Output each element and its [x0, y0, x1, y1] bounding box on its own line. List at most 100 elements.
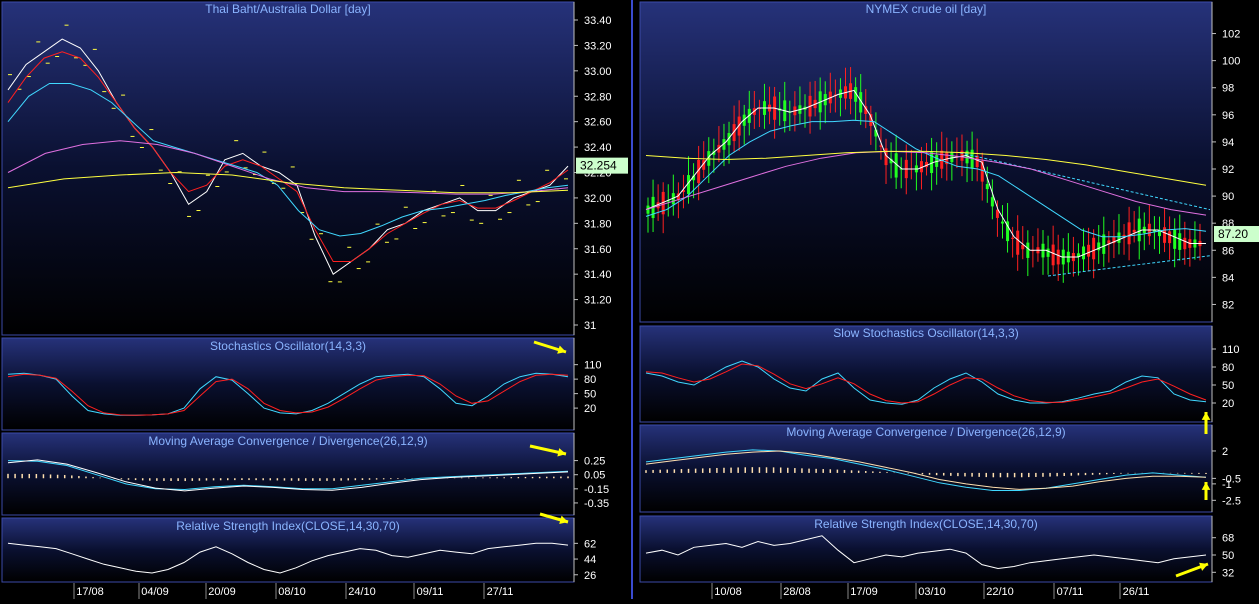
right-price-last-price-tag — [1214, 226, 1259, 243]
right-price-y-tick-label: 92 — [1222, 164, 1234, 176]
candle-body — [1092, 237, 1096, 260]
candle-body — [980, 161, 984, 182]
left-price-y-tick-label: 33.00 — [584, 66, 612, 78]
right-stochastics-title: Slow Stochastics Oscillator(14,3,3) — [833, 326, 1018, 340]
candle-body — [1132, 229, 1136, 233]
left-price-y-tick-label: 33.40 — [584, 15, 612, 27]
left-stochastics-series-line — [7, 373, 569, 416]
candle-body — [727, 133, 731, 146]
candle-body — [1152, 229, 1156, 232]
right-price-title: NYMEX crude oil [day] — [866, 2, 987, 16]
candle-body — [676, 193, 680, 200]
left-price-series-line — [7, 83, 569, 237]
candle-body — [1051, 244, 1055, 266]
left-rsi-series-line — [7, 542, 569, 574]
left-price-last-price-tag — [576, 157, 628, 174]
candle-body — [692, 175, 696, 181]
x-tick-label: 24/10 — [348, 586, 376, 598]
candle-body — [757, 108, 761, 110]
right-rsi-arrow-icon — [1175, 562, 1209, 578]
candle-body — [1178, 233, 1182, 250]
right-macd-y-tick-label: -0.5 — [1222, 473, 1241, 485]
left-macd-background — [2, 433, 574, 515]
left-stochastics-background — [2, 338, 574, 430]
candle-body — [899, 168, 903, 170]
candle-body — [1000, 221, 1004, 224]
left-price-y-tick-label: 33.20 — [584, 40, 612, 52]
candle-body — [737, 116, 741, 136]
left-macd-title: Moving Average Convergence / Divergence(… — [148, 434, 427, 448]
right-macd-background — [640, 425, 1212, 512]
right-price-y-tick-label: 84 — [1222, 272, 1234, 284]
candle-body — [864, 106, 868, 114]
left-rsi-background — [2, 518, 574, 582]
right-price-last-price-label: 87.20 — [1218, 227, 1248, 241]
left-price-background — [2, 2, 574, 335]
left-rsi-y-tick-label: 26 — [584, 570, 596, 582]
candle-body — [975, 155, 979, 168]
support-trendline — [1047, 255, 1211, 277]
right-stochastics-y-tick-label: 50 — [1222, 380, 1234, 392]
candle-body — [707, 151, 711, 166]
left-rsi-y-tick-label: 62 — [584, 538, 596, 550]
left-price-y-tick-label: 31.80 — [584, 218, 612, 230]
left-stochastics-y-tick-label: 50 — [584, 389, 596, 401]
candle-body — [1127, 222, 1131, 245]
candle-body — [869, 114, 873, 126]
right-price-series-line — [645, 150, 1207, 186]
candle-body — [1163, 227, 1167, 243]
left-rsi-panel: Relative Strength Index(CLOSE,14,30,70) 6… — [1, 517, 626, 583]
right-stochastics-y-tick-label: 110 — [1222, 344, 1240, 356]
right-price-y-tick-label: 94 — [1222, 137, 1234, 149]
right-rsi-panel: Relative Strength Index(CLOSE,14,30,70) 6… — [639, 515, 1257, 583]
x-tick-label: 17/08 — [76, 586, 104, 598]
candle-body — [945, 152, 949, 165]
x-tick-label: 26/11 — [1123, 586, 1150, 598]
candle-body — [1011, 237, 1015, 239]
right-stochastics-panel: Slow Stochastics Oscillator(14,3,3) 110 80… — [639, 325, 1257, 423]
candle-body — [717, 144, 721, 153]
right-rsi-y-tick-label: 68 — [1222, 533, 1234, 545]
candle-body — [1157, 229, 1161, 237]
candle-body — [1183, 237, 1187, 250]
candle-body — [1016, 230, 1020, 255]
right-macd-panel: Moving Average Convergence / Divergence(… — [639, 424, 1257, 513]
x-tick-label: 08/10 — [278, 586, 306, 598]
candle-body — [1026, 242, 1030, 258]
candle-body — [656, 202, 660, 209]
candle-body — [930, 151, 934, 173]
stochastics-arrow-icon — [533, 340, 567, 354]
right-price-series-line — [645, 150, 1207, 216]
right-rsi-y-tick-label: 50 — [1222, 550, 1234, 562]
candle-body — [985, 184, 989, 190]
right-price-y-tick-label: 86 — [1222, 245, 1234, 257]
candle-body — [889, 158, 893, 164]
candle-body — [935, 155, 939, 167]
x-tick-label: 22/10 — [986, 586, 1014, 598]
right-price-y-tick-label: 98 — [1222, 83, 1234, 95]
candle-body — [1082, 246, 1086, 260]
candle-body — [666, 200, 670, 202]
x-tick-label: 28/08 — [783, 586, 811, 598]
left-price-y-tick-label: 32.80 — [584, 91, 612, 103]
candle-body — [1137, 218, 1141, 242]
candle-body — [722, 139, 726, 150]
right-price-y-tick-label: 82 — [1222, 299, 1234, 311]
right-rsi-title: Relative Strength Index(CLOSE,14,30,70) — [814, 517, 1037, 531]
right-stochastics-y-tick-label: 80 — [1222, 362, 1234, 374]
x-tick-label: 03/10 — [918, 586, 946, 598]
left-stochastics-y-tick-label: 20 — [584, 403, 596, 415]
left-price-series-line — [7, 51, 569, 262]
left-x-axis: 17/08 04/09 20/09 08/10 24/10 09/11 27/11 — [2, 583, 574, 599]
candle-body — [859, 92, 863, 113]
left-stochastics-title: Stochastics Oscillator(14,3,3) — [210, 339, 366, 353]
right-macd-y-tick-label: -2.5 — [1222, 495, 1241, 507]
right-price-y-tick-label: 100 — [1222, 56, 1240, 68]
macd-arrow-icon — [529, 444, 567, 457]
right-rsi-y-tick-label: 32 — [1222, 567, 1234, 579]
slow-stochastics-arrow-icon — [1201, 412, 1211, 434]
right-macd-title: Moving Average Convergence / Divergence(… — [786, 425, 1065, 439]
candle-body — [854, 87, 858, 102]
left-price-last-price-label: 32.254 — [580, 159, 617, 173]
right-price-series-line — [645, 89, 1206, 258]
